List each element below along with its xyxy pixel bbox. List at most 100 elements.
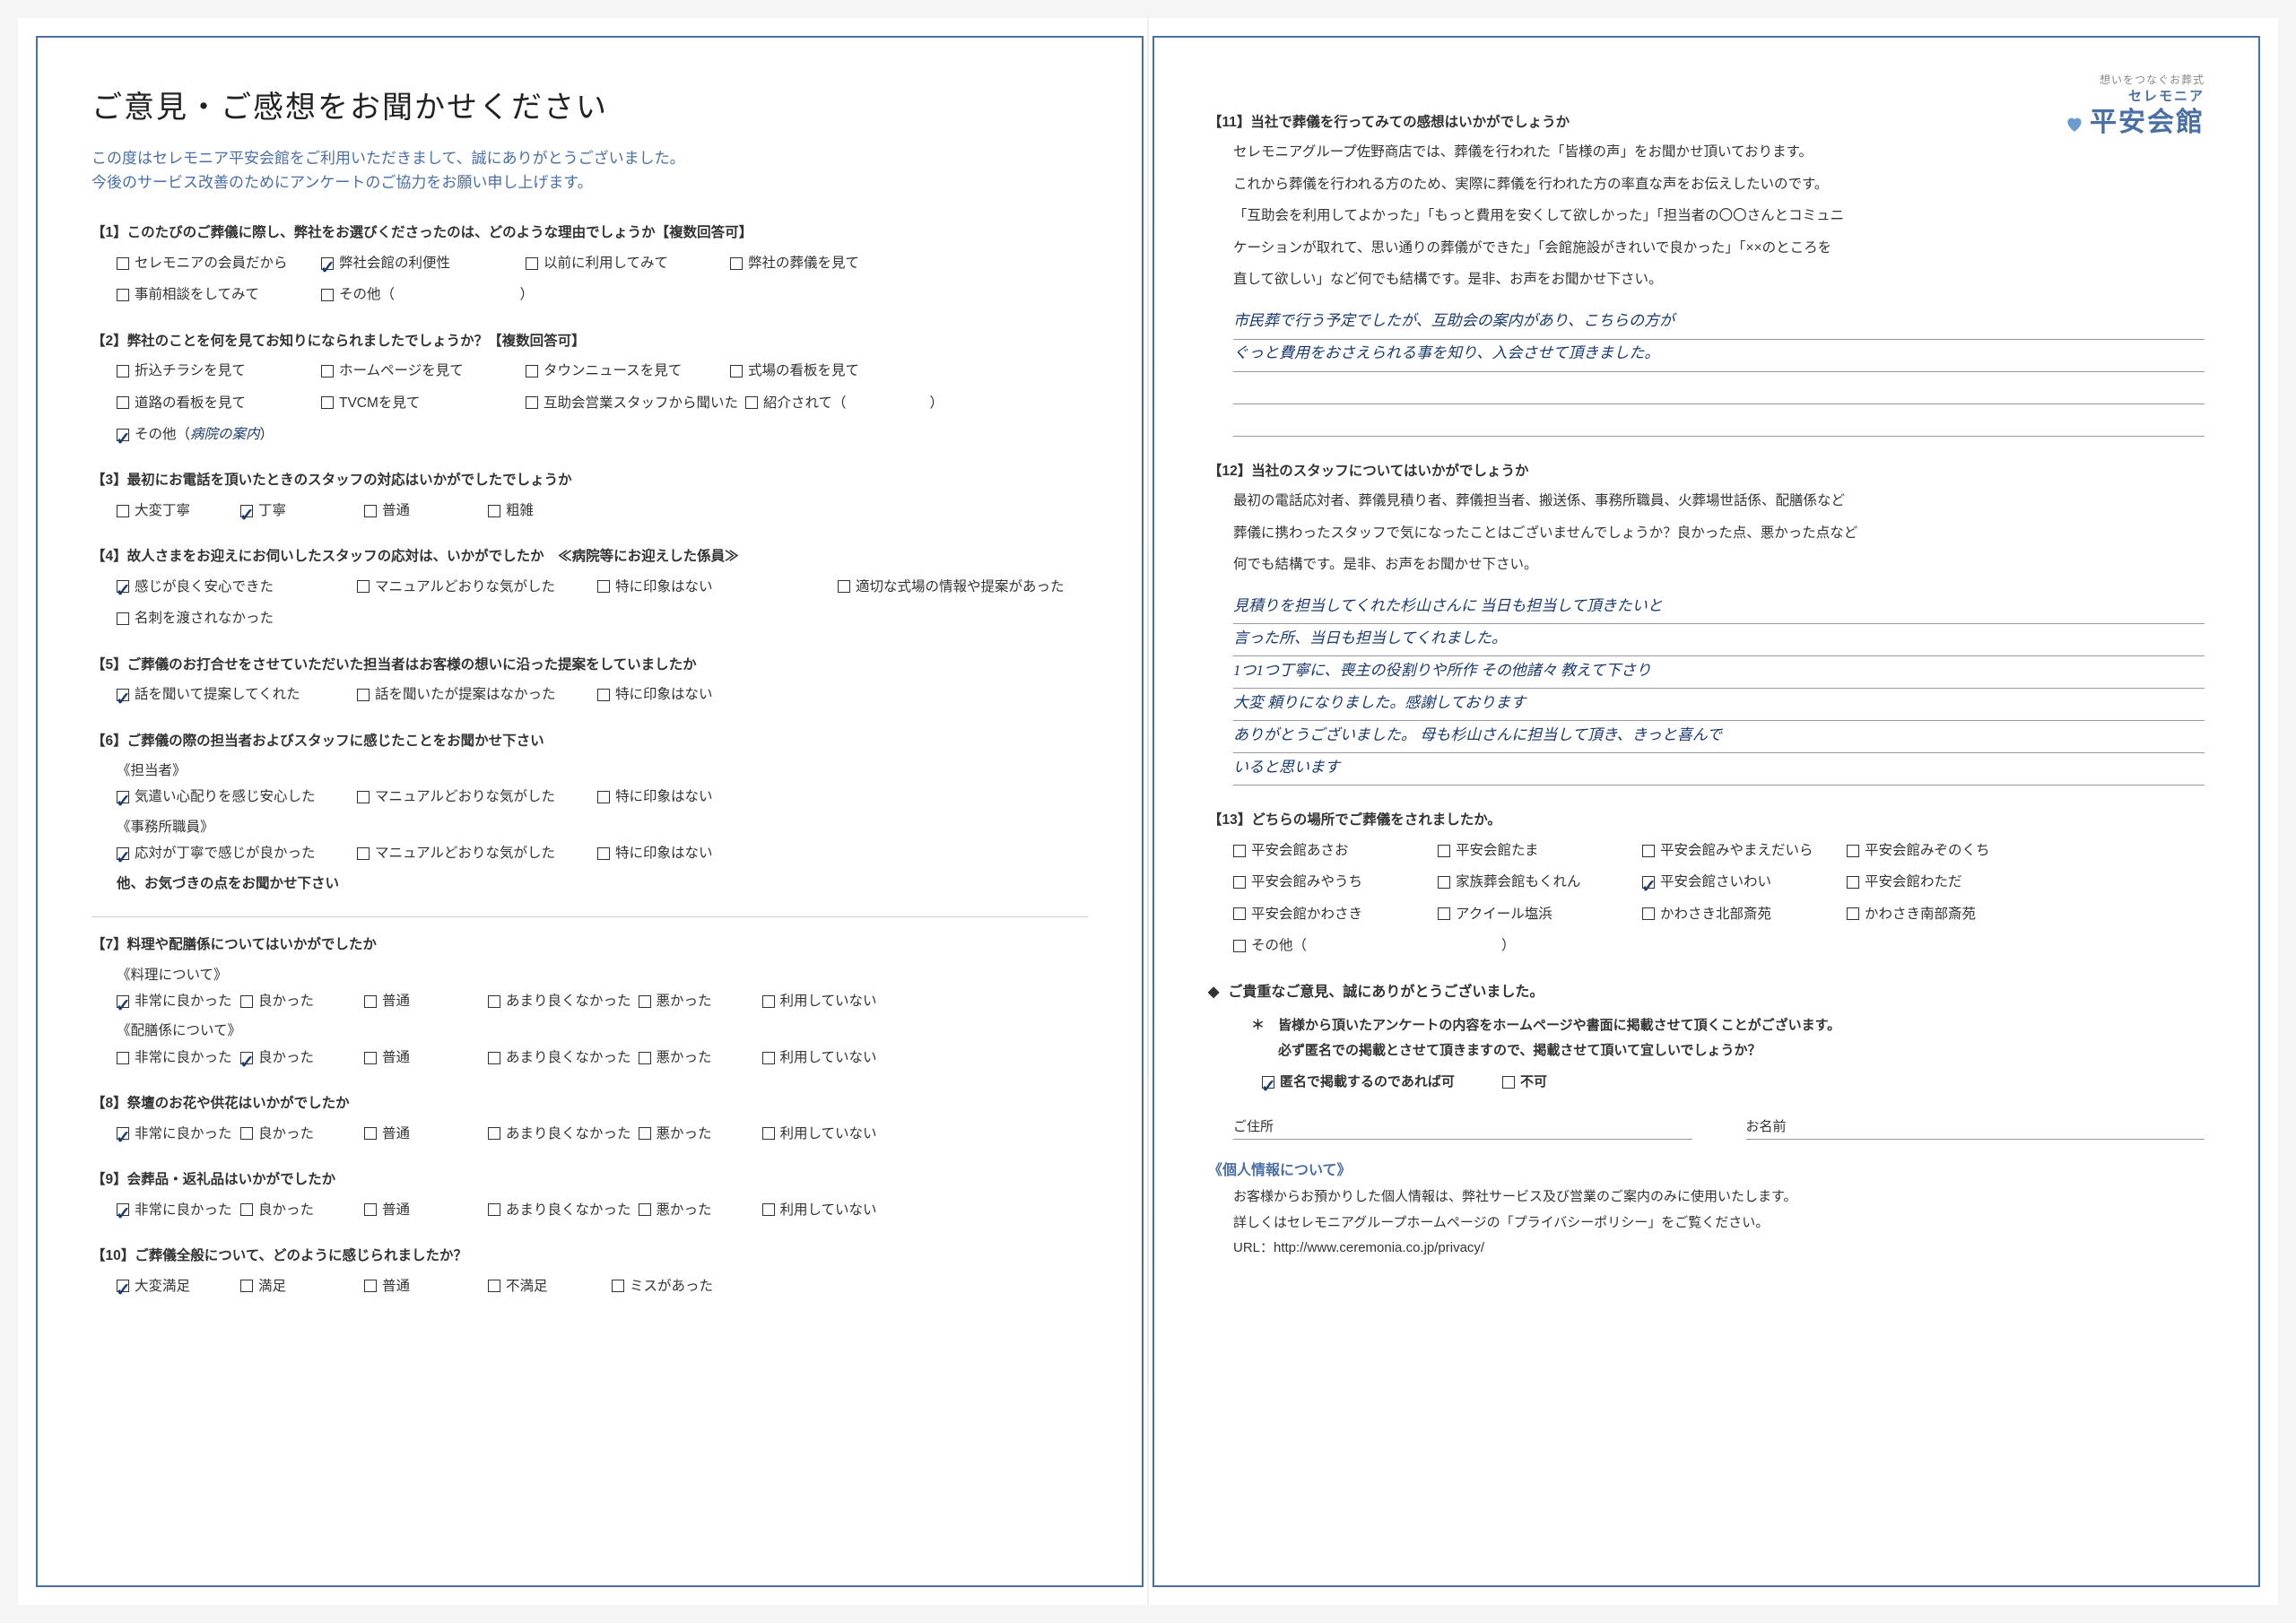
q11-body: セレモニアグループ佐野商店では、葬儀を行われた「皆様の声」をお聞かせ頂いておりま…	[1208, 139, 2205, 292]
option[interactable]: 悪かった	[639, 1045, 755, 1071]
page-right: 想いをつなぐお葬式 セレモニア 平安会館 【11】当社で葬儀を行ってみての感想は…	[1152, 36, 2260, 1587]
option[interactable]: 平安会館さいわい	[1642, 869, 1839, 895]
option[interactable]: 紹介されて（ ）	[745, 390, 944, 416]
option[interactable]: 応対が丁寧で感じが良かった	[117, 840, 350, 866]
option[interactable]: 話を聞いて提案してくれた	[117, 681, 350, 707]
option[interactable]: かわさき南部斎苑	[1847, 901, 2044, 927]
q9-title: 【9】会葬品・返礼品はいかがでしたか	[91, 1167, 1088, 1193]
option[interactable]: アクイール塩浜	[1438, 901, 1635, 927]
option[interactable]: あまり良くなかった	[488, 1197, 631, 1223]
body-line: 最初の電話応対者、葬儀見積り者、葬儀担当者、搬送係、事務所職員、火葬場世話係、配…	[1208, 488, 2205, 514]
option[interactable]: 互助会営業スタッフから聞いた	[526, 390, 738, 416]
option[interactable]: あまり良くなかった	[488, 1045, 631, 1071]
option[interactable]: 以前に利用してみて	[526, 250, 723, 276]
option-label: あまり良くなかった	[506, 1197, 631, 1223]
q8-options: 非常に良かった良かった普通 あまり良くなかった悪かった利用していない	[91, 1121, 1088, 1147]
q13-title: 【13】どちらの場所でご葬儀をされましたか。	[1208, 807, 2205, 833]
option[interactable]: 良かった	[240, 1121, 357, 1147]
option[interactable]: 特に印象はない	[597, 784, 831, 810]
consent-no[interactable]: 不可	[1502, 1070, 1682, 1096]
diamond-icon: ◆	[1208, 985, 1219, 1000]
option[interactable]: 非常に良かった	[117, 988, 233, 1014]
option[interactable]: あまり良くなかった	[488, 988, 631, 1014]
option[interactable]: 非常に良かった	[117, 1121, 233, 1147]
option-label: 非常に良かった	[135, 988, 232, 1014]
option[interactable]: マニュアルどおりな気がした	[357, 574, 590, 600]
option[interactable]: 粗雑	[488, 498, 604, 524]
option-label: TVCMを見て	[339, 390, 420, 416]
option[interactable]: 道路の看板を見て	[117, 390, 314, 416]
option[interactable]: マニュアルどおりな気がした	[357, 840, 590, 866]
option[interactable]: ミスがあった	[612, 1273, 728, 1299]
option[interactable]: 悪かった	[639, 1121, 755, 1147]
option[interactable]: その他（ ）	[321, 282, 534, 308]
option[interactable]: 弊社の葬儀を見て	[730, 250, 927, 276]
option-label: 特に印象はない	[615, 840, 713, 866]
option[interactable]: ホームページを見て	[321, 358, 518, 384]
checkbox-icon	[488, 505, 500, 517]
option[interactable]: 平安会館わただ	[1847, 869, 2044, 895]
option[interactable]: 良かった	[240, 1197, 357, 1223]
option[interactable]: マニュアルどおりな気がした	[357, 784, 590, 810]
checkbox-icon	[526, 396, 538, 409]
option[interactable]: 悪かった	[639, 1197, 755, 1223]
option[interactable]: 平安会館たま	[1438, 838, 1635, 864]
option[interactable]: 平安会館かわさき	[1233, 901, 1431, 927]
option[interactable]: 利用していない	[762, 1121, 879, 1147]
option[interactable]: その他（病院の案内）	[117, 421, 314, 447]
option[interactable]: 丁寧	[240, 498, 357, 524]
option[interactable]: 満足	[240, 1273, 357, 1299]
option[interactable]: 気遣い心配りを感じ安心した	[117, 784, 350, 810]
option[interactable]: 良かった	[240, 988, 357, 1014]
option[interactable]: 特に印象はない	[597, 681, 831, 707]
option[interactable]: 普通	[364, 498, 481, 524]
option[interactable]: 式場の看板を見て	[730, 358, 927, 384]
option[interactable]: 弊社会館の利便性	[321, 250, 518, 276]
option[interactable]: 非常に良かった	[117, 1045, 233, 1071]
option-label: 普通	[382, 1121, 410, 1147]
option[interactable]: 普通	[364, 1121, 481, 1147]
option[interactable]: 普通	[364, 1197, 481, 1223]
checkbox-icon	[357, 689, 370, 701]
option[interactable]: タウンニュースを見て	[526, 358, 723, 384]
option[interactable]: 平安会館みぞのくち	[1847, 838, 2044, 864]
option[interactable]: 悪かった	[639, 988, 755, 1014]
address-field[interactable]: ご住所	[1233, 1116, 1692, 1140]
option[interactable]: 感じが良く安心できた	[117, 574, 350, 600]
option[interactable]: 利用していない	[762, 1197, 879, 1223]
question-8: 【8】祭壇のお花や供花はいかがでしたか 非常に良かった良かった普通あまり良くなか…	[91, 1090, 1088, 1147]
option-label: 家族葬会館もくれん	[1456, 869, 1581, 895]
option[interactable]: 適切な式場の情報や提案があった	[838, 574, 1071, 600]
option[interactable]: 普通	[364, 1045, 481, 1071]
option[interactable]: 名刺を渡されなかった	[117, 605, 350, 631]
option[interactable]: かわさき北部斎苑	[1642, 901, 1839, 927]
consent-yes[interactable]: 匿名で掲載するのであれば可	[1262, 1070, 1495, 1096]
name-field[interactable]: お名前	[1746, 1116, 2205, 1140]
option[interactable]: 良かった	[240, 1045, 357, 1071]
option[interactable]: 平安会館みやうち	[1233, 869, 1431, 895]
option[interactable]: 家族葬会館もくれん	[1438, 869, 1635, 895]
option[interactable]: 平安会館あさお	[1233, 838, 1431, 864]
option[interactable]: 普通	[364, 988, 481, 1014]
option[interactable]: 大変丁寧	[117, 498, 233, 524]
option[interactable]: あまり良くなかった	[488, 1121, 631, 1147]
option[interactable]: 特に印象はない	[597, 840, 831, 866]
option-label: 感じが良く安心できた	[135, 574, 274, 600]
option[interactable]: その他（ ）	[1233, 933, 1516, 959]
option[interactable]: TVCMを見て	[321, 390, 518, 416]
question-11: 【11】当社で葬儀を行ってみての感想はいかがでしょうか セレモニアグループ佐野商…	[1208, 109, 2205, 437]
option[interactable]: 不満足	[488, 1273, 604, 1299]
option[interactable]: 利用していない	[762, 1045, 879, 1071]
option[interactable]: セレモニアの会員だから	[117, 250, 314, 276]
option[interactable]: 特に印象はない	[597, 574, 831, 600]
option[interactable]: 事前相談をしてみて	[117, 282, 314, 308]
checkbox-icon	[1438, 845, 1450, 857]
option[interactable]: 平安会館みやまえだいら	[1642, 838, 1839, 864]
option-label: 良かった	[258, 1045, 314, 1071]
option[interactable]: 非常に良かった	[117, 1197, 233, 1223]
option[interactable]: 普通	[364, 1273, 481, 1299]
option[interactable]: 話を聞いたが提案はなかった	[357, 681, 590, 707]
option[interactable]: 利用していない	[762, 988, 879, 1014]
option[interactable]: 大変満足	[117, 1273, 233, 1299]
option[interactable]: 折込チラシを見て	[117, 358, 314, 384]
